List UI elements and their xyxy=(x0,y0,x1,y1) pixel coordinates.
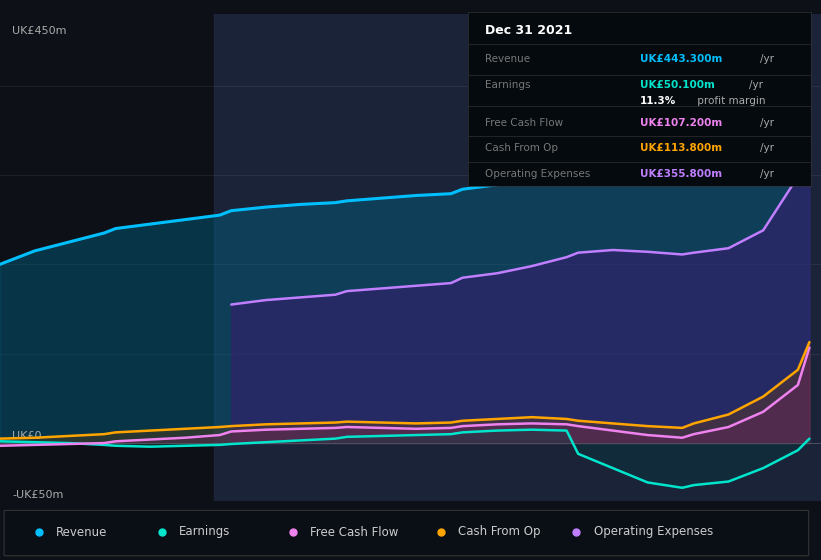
Text: Cash From Op: Cash From Op xyxy=(485,143,558,153)
Text: Operating Expenses: Operating Expenses xyxy=(485,169,590,179)
Text: /yr: /yr xyxy=(760,54,774,64)
Text: Dec 31 2021: Dec 31 2021 xyxy=(485,25,572,38)
Text: /yr: /yr xyxy=(760,143,774,153)
Text: UK£50.100m: UK£50.100m xyxy=(640,80,714,90)
FancyBboxPatch shape xyxy=(4,511,809,556)
Text: Operating Expenses: Operating Expenses xyxy=(594,525,713,539)
Text: UK£450m: UK£450m xyxy=(12,26,67,36)
Text: profit margin: profit margin xyxy=(695,96,766,106)
Text: Revenue: Revenue xyxy=(485,54,530,64)
Text: Earnings: Earnings xyxy=(485,80,530,90)
Text: /yr: /yr xyxy=(760,169,774,179)
Text: UK£107.200m: UK£107.200m xyxy=(640,118,722,128)
Text: /yr: /yr xyxy=(760,118,774,128)
Text: -UK£50m: -UK£50m xyxy=(12,490,64,500)
Text: Revenue: Revenue xyxy=(56,525,108,539)
Text: UK£113.800m: UK£113.800m xyxy=(640,143,722,153)
Text: Free Cash Flow: Free Cash Flow xyxy=(485,118,563,128)
Text: Free Cash Flow: Free Cash Flow xyxy=(310,525,399,539)
Text: Earnings: Earnings xyxy=(179,525,231,539)
Text: UK£0: UK£0 xyxy=(12,431,42,441)
Bar xyxy=(214,0,821,515)
Text: Cash From Op: Cash From Op xyxy=(458,525,540,539)
Text: 11.3%: 11.3% xyxy=(640,96,676,106)
Text: UK£355.800m: UK£355.800m xyxy=(640,169,722,179)
Text: /yr: /yr xyxy=(750,80,764,90)
Text: UK£443.300m: UK£443.300m xyxy=(640,54,722,64)
